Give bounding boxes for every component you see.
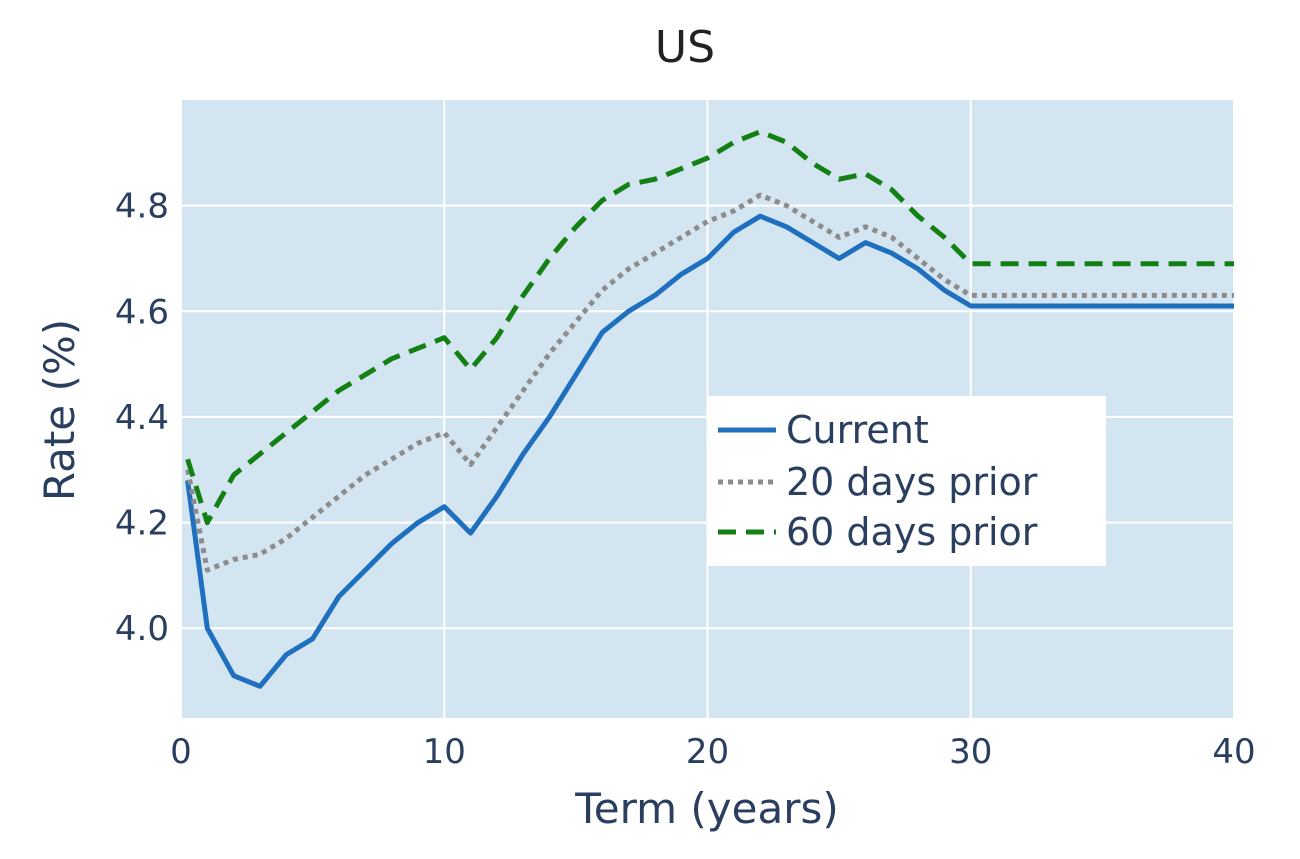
series-line-current — [185, 213, 1234, 689]
y-tick-label: 4.2 — [115, 504, 169, 544]
y-tick-label: 4.4 — [115, 398, 169, 438]
legend: Current 20 days prior 60 days prior — [708, 396, 1106, 566]
x-tick-label: 40 — [1212, 732, 1255, 772]
x-tick-label: 30 — [949, 732, 992, 772]
legend-label-current: Current — [786, 408, 929, 452]
legend-box — [708, 396, 1106, 566]
y-tick-label: 4.8 — [115, 187, 169, 227]
x-tick-label: 20 — [686, 732, 729, 772]
y-tick-label: 4.6 — [115, 292, 169, 332]
legend-label-20-days-prior: 20 days prior — [786, 460, 1038, 504]
series-line-60-days-prior — [185, 129, 1234, 526]
y-axis-title: Rate (%) — [35, 319, 84, 501]
x-axis-title: Term (years) — [574, 784, 839, 833]
x-axis-ticks: 0 10 20 30 40 — [170, 732, 1255, 772]
y-tick-label: 4.0 — [115, 609, 169, 649]
x-tick-label: 0 — [170, 732, 192, 772]
x-tick-label: 10 — [423, 732, 466, 772]
chart-title: US — [655, 22, 715, 73]
legend-label-60-days-prior: 60 days prior — [786, 510, 1038, 554]
y-axis-ticks: 4.0 4.2 4.4 4.6 4.8 — [115, 187, 169, 650]
series-lines — [185, 129, 1234, 689]
